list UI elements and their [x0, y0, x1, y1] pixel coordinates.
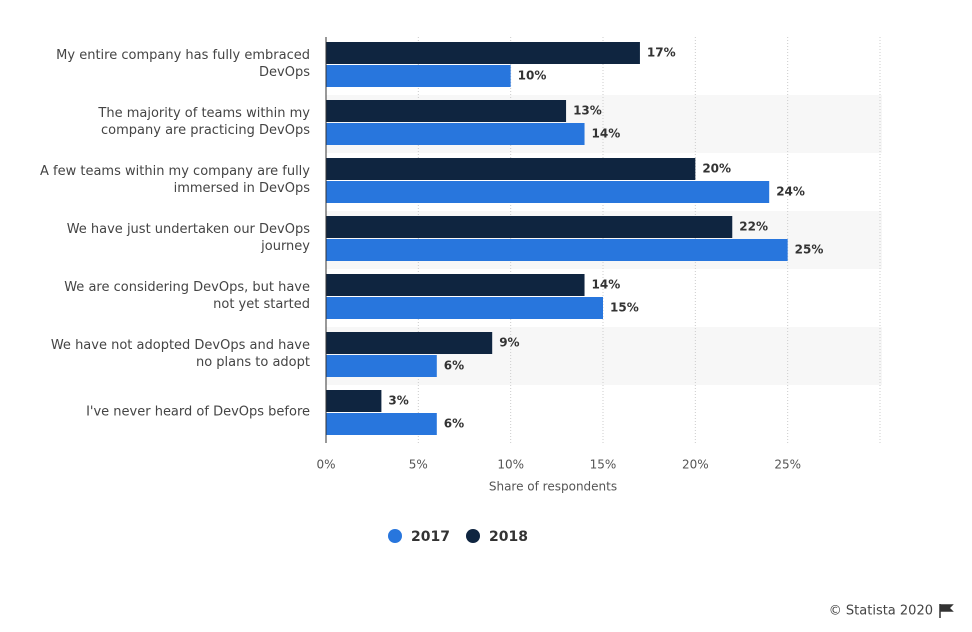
bar: [326, 100, 567, 122]
value-label: 24%: [776, 185, 805, 199]
x-tick-label: 20%: [682, 458, 709, 472]
bar: [326, 42, 640, 64]
value-label: 14%: [592, 127, 621, 141]
value-label: 14%: [592, 278, 621, 292]
x-tick-label: 15%: [590, 458, 617, 472]
bar: [326, 413, 437, 435]
bar: [326, 158, 696, 180]
x-tick-label: 10%: [497, 458, 524, 472]
y-tick-label: I've never heard of DevOps before: [86, 404, 310, 420]
value-label: 6%: [444, 359, 464, 373]
bar: [326, 332, 493, 354]
value-label: 22%: [739, 220, 768, 234]
credit: © Statista 2020: [829, 604, 933, 619]
legend-label: 2018: [489, 529, 528, 545]
value-label: 9%: [499, 336, 519, 350]
bar: [326, 355, 437, 377]
legend-marker: [388, 529, 402, 543]
value-label: 3%: [388, 394, 408, 408]
y-tick-label: We are considering DevOps, but have not …: [64, 280, 310, 312]
legend-label: 2017: [411, 529, 450, 545]
bar: [326, 123, 585, 145]
y-tick-label: We have not adopted DevOps and have no p…: [50, 338, 310, 370]
value-label: 17%: [647, 46, 676, 60]
bar: [326, 239, 788, 261]
bar: [326, 181, 770, 203]
value-label: 15%: [610, 301, 639, 315]
y-tick-label: We have just undertaken our DevOps journ…: [66, 222, 310, 254]
value-label: 25%: [795, 243, 824, 257]
x-tick-label: 5%: [409, 458, 428, 472]
bar: [326, 297, 603, 319]
legend-marker: [466, 529, 480, 543]
bar: [326, 274, 585, 296]
x-axis-label: Share of respondents: [489, 480, 617, 494]
bar: [326, 216, 733, 238]
y-tick-label: The majority of teams within my company …: [98, 106, 310, 138]
value-label: 20%: [702, 162, 731, 176]
value-label: 10%: [518, 69, 547, 83]
flag-icon: [939, 604, 954, 618]
value-label: 13%: [573, 104, 602, 118]
bar: [326, 390, 382, 412]
y-tick-label: My entire company has fully embraced Dev…: [56, 48, 310, 80]
bar: [326, 65, 511, 87]
x-tick-label: 0%: [316, 458, 335, 472]
y-tick-label: A few teams within my company are fully …: [40, 164, 310, 196]
x-tick-label: 25%: [774, 458, 801, 472]
value-label: 6%: [444, 417, 464, 431]
